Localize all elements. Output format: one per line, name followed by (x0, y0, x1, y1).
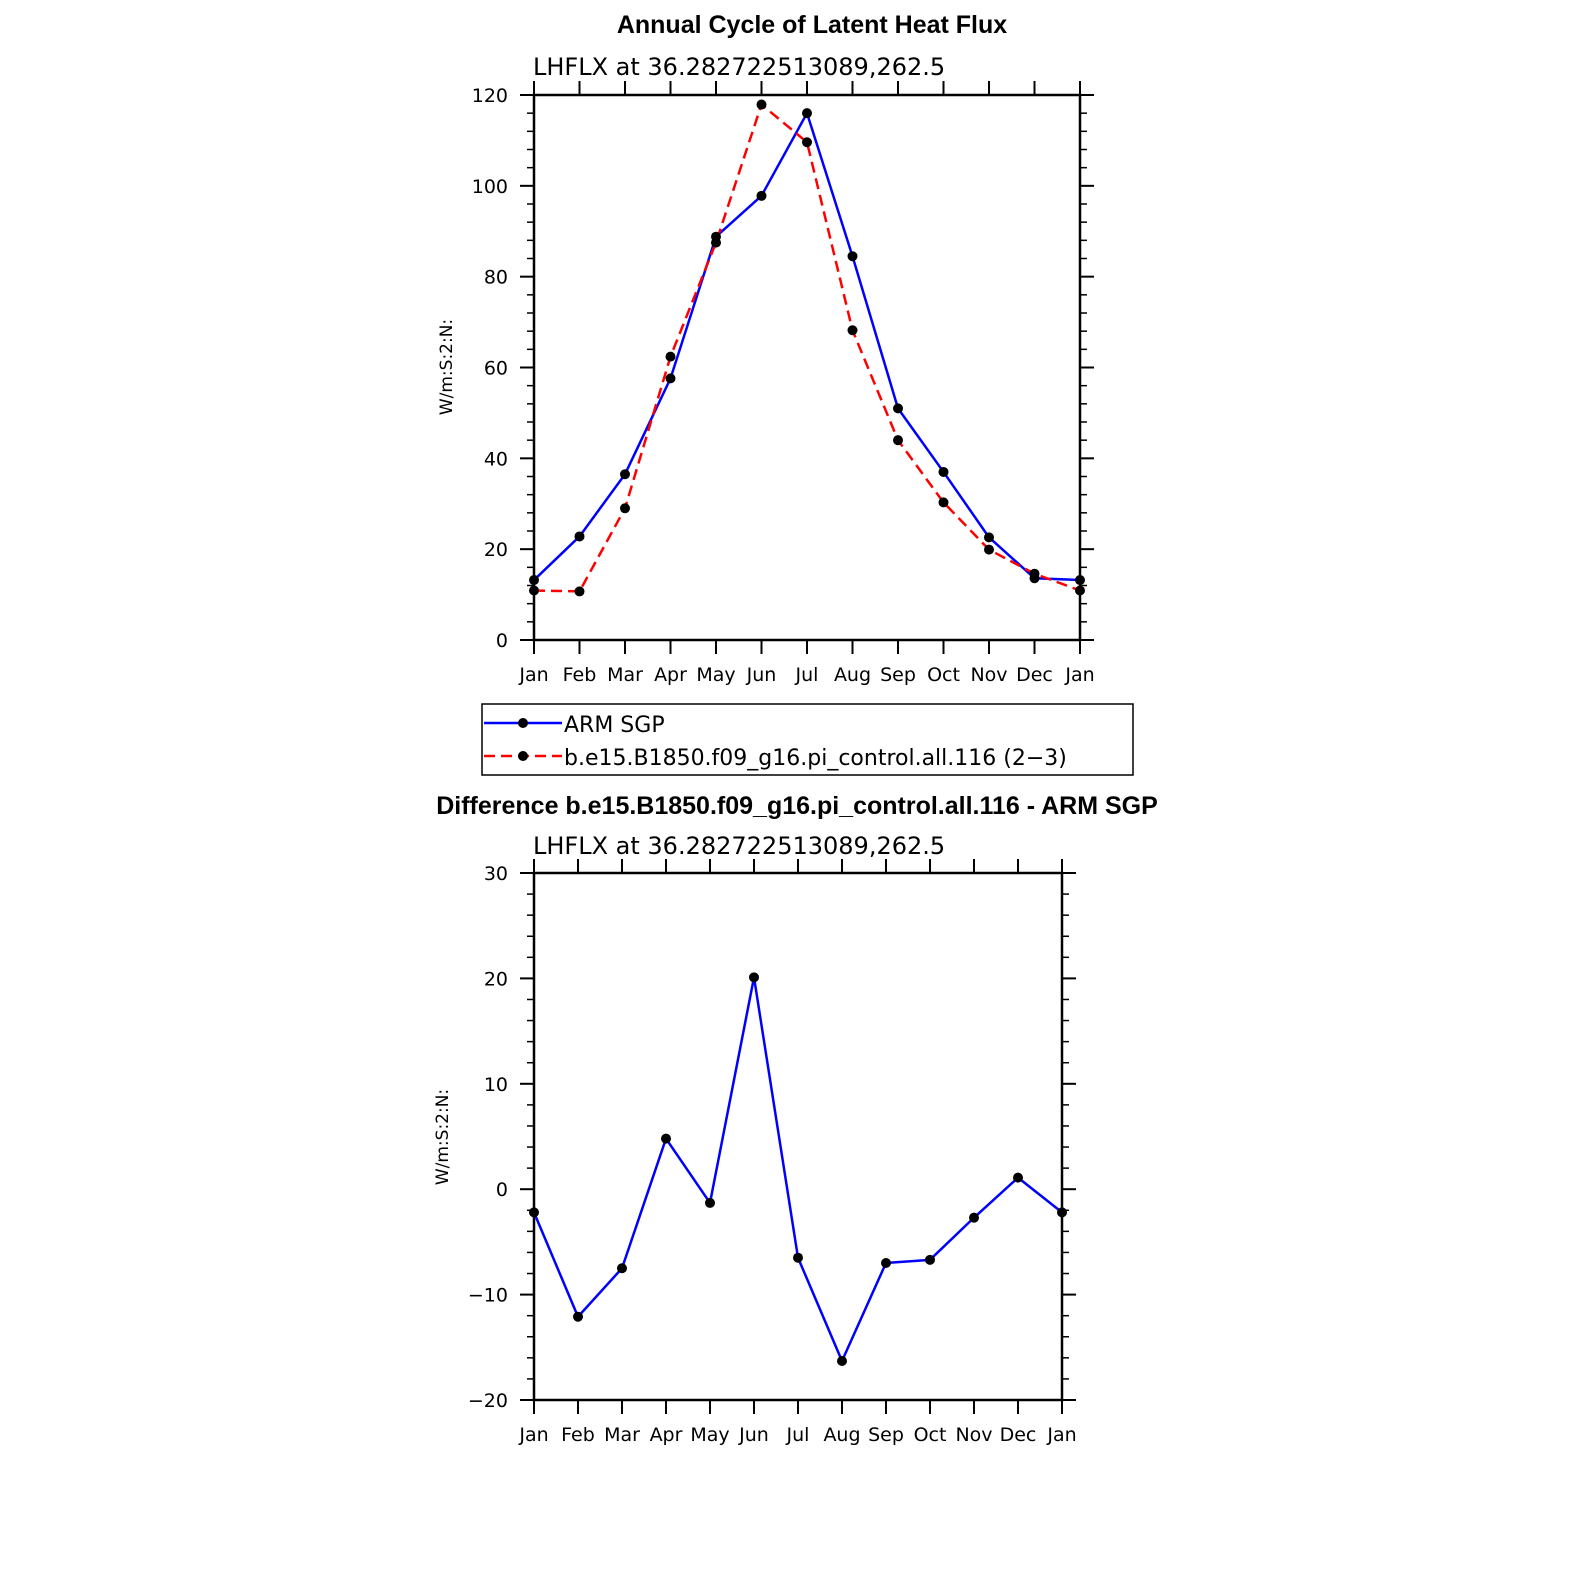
data-point (705, 1197, 715, 1208)
data-point (938, 497, 949, 508)
x-tick-label: Jan (518, 664, 548, 686)
data-point (793, 1252, 803, 1263)
data-point (665, 351, 676, 362)
data-point (802, 108, 812, 119)
data-point (617, 1263, 627, 1274)
chart-subtitle: LHFLX at 36.282722513089,262.5 (533, 53, 945, 81)
legend: ARM SGP b.e15.B1850.f09_g16.pi_control.a… (481, 703, 1134, 776)
data-point (574, 586, 585, 597)
data-point (665, 373, 676, 384)
y-axis-label: W/m:S:2:N: (437, 319, 457, 415)
y-tick-label: 0 (496, 630, 508, 652)
data-point (620, 503, 630, 514)
x-tick-label: Aug (823, 1424, 860, 1446)
data-point (711, 237, 721, 248)
data-point (661, 1133, 671, 1144)
x-tick-label: Feb (561, 1424, 595, 1446)
x-tick-label: Mar (607, 664, 643, 686)
data-point (847, 251, 858, 262)
x-tick-label: Apr (650, 1424, 683, 1446)
x-tick-label: May (690, 1424, 729, 1446)
x-tick-label: Nov (970, 664, 1007, 686)
y-tick-label: 60 (484, 358, 508, 380)
y-tick-label: 120 (472, 85, 508, 107)
legend-label-model: b.e15.B1850.f09_g16.pi_control.all.116 (… (564, 746, 1067, 771)
data-point (1075, 585, 1085, 596)
x-tick-label: Nov (955, 1424, 992, 1446)
y-tick-label: 40 (484, 448, 508, 470)
legend-label-arm: ARM SGP (564, 713, 665, 738)
x-tick-label: Oct (914, 1424, 947, 1446)
chart-title: Annual Cycle of Latent Heat Flux (617, 11, 1007, 39)
data-point (573, 1311, 583, 1322)
x-tick-label: Jun (746, 664, 777, 686)
y-tick-label: 0 (496, 1179, 508, 1201)
y-tick-label: 100 (472, 176, 508, 198)
data-point (1013, 1172, 1023, 1183)
data-point (1075, 575, 1085, 586)
data-point (529, 585, 539, 596)
x-tick-label: Jul (786, 1424, 810, 1446)
diff-chart-subtitle: LHFLX at 36.282722513089,262.5 (533, 832, 945, 860)
data-point (938, 466, 949, 477)
data-point (837, 1356, 847, 1367)
data-point (1029, 568, 1040, 579)
data-point (1057, 1207, 1067, 1218)
y-tick-label: 20 (484, 539, 508, 561)
y-tick-label: 20 (484, 968, 508, 990)
data-point (529, 1207, 539, 1218)
data-point (893, 403, 903, 414)
data-point (529, 575, 539, 586)
x-tick-label: Dec (1000, 1424, 1037, 1446)
y-tick-label: 10 (484, 1074, 508, 1096)
y-tick-label: −20 (468, 1390, 508, 1412)
y-tick-label: 80 (484, 267, 508, 289)
top-plot: Jan Feb Mar Apr May Jun Jul Aug Sep Oct Nov Dec Jan 0… (472, 81, 1095, 686)
x-tick-label: Jan (518, 1424, 548, 1446)
x-tick-label: May (696, 664, 735, 686)
x-tick-label: Sep (880, 664, 916, 686)
data-point (984, 532, 994, 543)
x-tick-label: Mar (604, 1424, 640, 1446)
legend-box (481, 703, 1134, 776)
y-tick-label: 30 (484, 863, 508, 885)
data-point (893, 435, 903, 446)
data-point (802, 137, 812, 148)
x-tick-label: Feb (563, 664, 597, 686)
x-tick-label: Aug (834, 664, 871, 686)
x-tick-label: Jan (1064, 664, 1094, 686)
x-tick-label: Dec (1016, 664, 1053, 686)
data-point (756, 190, 767, 201)
y-tick-label: −10 (468, 1285, 508, 1307)
x-tick-label: Jun (738, 1424, 769, 1446)
data-point (925, 1254, 935, 1265)
data-point (749, 972, 759, 983)
data-point (756, 99, 767, 110)
data-point (984, 544, 994, 555)
x-tick-label: Sep (868, 1424, 904, 1446)
x-tick-label: Jan (1046, 1424, 1076, 1446)
diff-chart-title: Difference b.e15.B1850.f09_g16.pi_contro… (436, 792, 1158, 820)
data-point (847, 325, 858, 336)
diff-y-axis-label: W/m:S:2:N: (433, 1089, 453, 1185)
x-tick-label: Apr (654, 664, 687, 686)
x-tick-label: Oct (927, 664, 960, 686)
data-point (574, 531, 585, 542)
bottom-plot: Jan Feb Mar Apr May Jun Jul Aug Sep Oct Nov Dec Jan−… (468, 859, 1077, 1446)
legend-marker-arm (518, 718, 528, 728)
legend-marker-model (518, 751, 528, 761)
data-point (881, 1257, 891, 1268)
data-point (969, 1212, 979, 1223)
data-point (620, 469, 630, 480)
x-tick-label: Jul (795, 664, 819, 686)
